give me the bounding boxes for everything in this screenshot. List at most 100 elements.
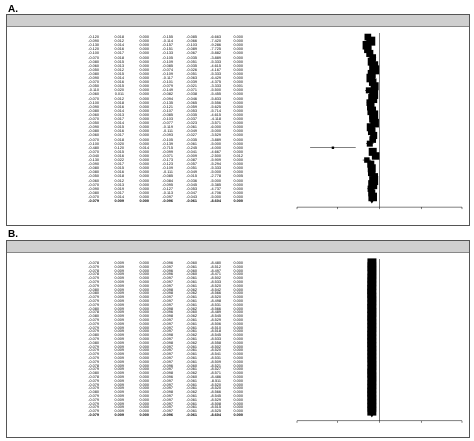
stat-diff: -0.079 [88,276,99,281]
stat-var: 0.000 [139,63,149,68]
stat-p: 0.000 [233,325,243,330]
stat-lower: -0.077 [162,121,173,126]
stat-upper: -0.061 [186,302,197,307]
stat-se: 0.009 [114,363,124,368]
stat-se: 0.017 [114,133,124,138]
stat-upper: -0.027 [186,133,197,138]
stat-z: -5.000 [210,178,221,183]
stat-var: 0.000 [139,302,149,307]
stat-var: 0.000 [139,88,149,93]
stat-z: -3.889 [210,55,221,60]
stat-se: 0.013 [114,63,124,68]
stat-z: -5.385 [210,182,221,187]
study-point-marker [368,94,378,104]
stat-z: -2.500 [210,153,221,158]
forest-plot-area [296,33,463,210]
stat-var: 0.000 [139,359,149,364]
stat-upper: -0.062 [186,340,197,345]
stat-z: -8.486 [210,375,221,379]
stat-z: -8.533 [210,280,221,284]
study-point-marker [367,127,376,136]
stat-se: 0.016 [114,80,124,85]
stat-var: 0.000 [139,92,149,97]
stat-z: -8.498 [210,299,221,303]
stat-diff: -0.079 [88,337,99,341]
stat-z: -8.529 [210,318,221,322]
stat-lower: -0.097 [162,367,173,372]
stat-se: 0.009 [114,310,124,315]
stat-p: 0.000 [233,162,243,167]
stat-upper: -0.045 [186,182,197,187]
stat-diff: -0.090 [88,125,99,130]
stat-upper: -0.021 [186,84,197,89]
stat-p: 0.000 [233,80,243,85]
overall-stat-p: 0.000 [233,199,243,203]
stat-z: -5.909 [210,158,221,162]
stat-se: 0.011 [114,92,124,97]
stat-p: 0.000 [233,158,243,162]
stat-p: 0.000 [233,100,243,105]
stat-lower: -0.098 [162,306,173,311]
stat-lower: -0.097 [162,401,173,406]
stat-se: 0.009 [114,359,124,364]
stat-upper: -0.060 [186,272,197,277]
stat-z: -4.615 [210,112,221,117]
stat-p: 0.000 [233,51,243,56]
stat-z: -4.667 [210,149,221,154]
overall-stat-se: 0.009 [114,199,124,203]
stat-upper: -0.061 [186,348,197,353]
stat-lower: -0.097 [162,378,173,383]
stat-p: 0.000 [233,375,243,379]
stat-z: -5.714 [210,108,221,113]
stat-se: 0.009 [114,409,124,414]
stat-p: 0.000 [233,356,243,360]
stat-upper: -0.061 [186,352,197,357]
stat-upper: -0.089 [186,47,197,52]
stat-p: 0.000 [233,401,243,406]
stat-upper: -0.103 [186,43,197,48]
stat-diff: -0.130 [88,158,99,162]
stat-z: -8.542 [210,287,221,292]
stat-se: 0.009 [114,382,124,387]
stat-var: 0.000 [139,166,149,171]
stat-z: -8.489 [210,310,221,315]
stat-lower: -0.105 [162,55,173,60]
stat-diff: -0.079 [88,283,99,288]
stat-diff: -0.079 [88,299,99,303]
stat-lower: -0.107 [162,108,173,113]
stat-diff: -0.078 [88,272,99,277]
stat-z: -8.520 [210,382,221,387]
stat-z: -7.725 [210,47,221,52]
stat-upper: -0.061 [186,283,197,288]
stat-diff: -0.050 [88,121,99,126]
overall-stat-p: 0.000 [233,413,243,417]
stat-z: -3.571 [210,121,221,126]
stat-lower: -0.098 [162,333,173,338]
study-point-marker [368,147,377,156]
stat-p: 0.000 [233,145,243,150]
stat-se: 0.016 [114,47,124,52]
stat-p: 0.000 [233,340,243,345]
stat-diff: -0.060 [88,92,99,97]
stat-lower: -0.097 [162,299,173,303]
stat-se: 0.009 [114,264,124,269]
stat-diff: -0.080 [88,166,99,171]
stat-se: 0.009 [114,291,124,296]
stat-diff: -0.050 [88,174,99,179]
stat-diff: -0.080 [88,59,99,64]
stat-var: 0.000 [139,310,149,315]
stat-z: -5.882 [210,51,221,56]
stat-p: 0.000 [233,371,243,376]
stat-upper: -0.061 [186,386,197,391]
stat-z: -3.529 [210,133,221,138]
stat-se: 0.009 [114,280,124,284]
stat-lower: -0.114 [162,39,173,44]
stat-upper: -0.060 [186,363,197,368]
stat-var: 0.000 [139,283,149,288]
stat-p: 0.000 [233,291,243,296]
stat-var: 0.000 [139,55,149,60]
stat-se: 0.015 [114,125,124,130]
study-point-marker [367,406,377,416]
stat-diff: -0.079 [88,302,99,307]
stat-z: -6.000 [210,125,221,130]
